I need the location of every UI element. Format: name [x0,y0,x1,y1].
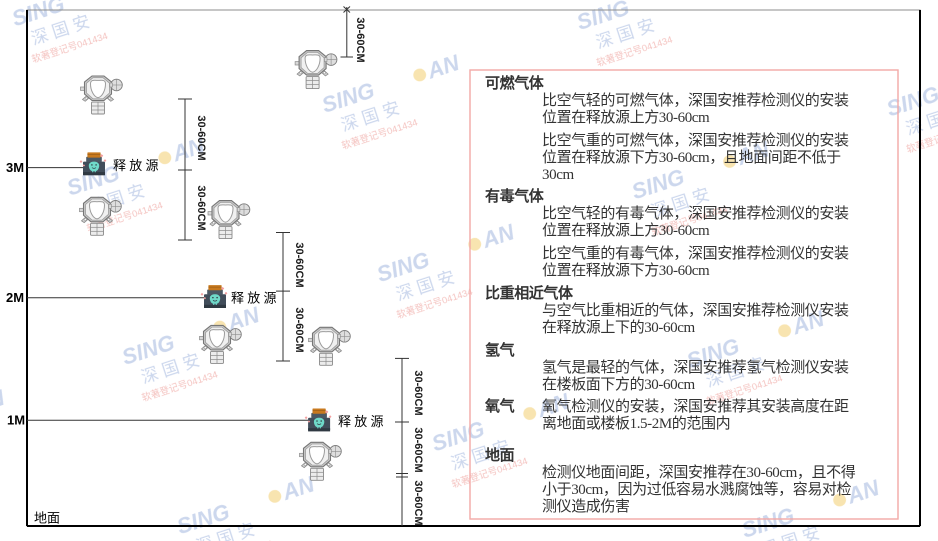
svg-text:释 放 源: 释 放 源 [113,158,159,173]
svg-text:30-60CM: 30-60CM [195,185,207,230]
svg-text:30-60CM: 30-60CM [412,427,424,472]
svg-text:地面: 地面 [34,511,60,526]
svg-text:30-60CM: 30-60CM [354,17,366,62]
svg-text:30-60CM: 30-60CM [293,242,305,287]
svg-text:1M: 1M [7,413,25,428]
svg-text:释 放 源: 释 放 源 [231,291,277,306]
svg-text:2M: 2M [6,290,24,305]
svg-text:30-60CM: 30-60CM [412,480,424,525]
svg-text:30-60CM: 30-60CM [412,370,424,415]
svg-text:3M: 3M [6,160,24,175]
svg-text:30-60CM: 30-60CM [293,307,305,352]
svg-text:30-60CM: 30-60CM [195,115,207,160]
svg-text:释 放 源: 释 放 源 [338,414,384,429]
